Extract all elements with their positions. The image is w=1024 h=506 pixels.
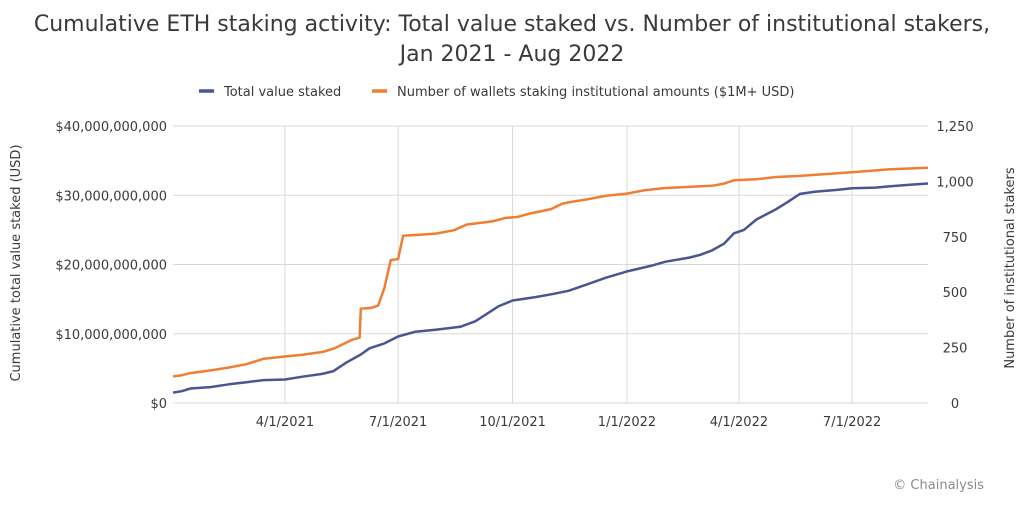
y2-tick-label: 0	[951, 397, 959, 412]
x-tick-label: 4/1/2021	[256, 415, 314, 430]
y-tick-label: $30,000,000,000	[55, 189, 167, 204]
left-axis-ticks: $0 $10,000,000,000 $20,000,000,000 $30,000,…	[55, 120, 167, 412]
x-tick-label: 4/1/2022	[710, 415, 768, 430]
y-tick-label: $20,000,000,000	[55, 259, 167, 274]
series-line-institutional	[172, 166, 929, 378]
legend-label-total-value: Total value staked	[223, 85, 341, 100]
x-tick-label: 7/1/2022	[823, 415, 881, 430]
y-tick-label: $40,000,000,000	[55, 120, 167, 135]
gridlines	[173, 125, 928, 404]
legend-label-institutional: Number of wallets staking institutional …	[397, 85, 795, 100]
y2-tick-label: 500	[943, 286, 968, 301]
chart-title-line1: Cumulative ETH staking activity: Total v…	[33, 12, 991, 37]
y2-axis-title: Number of institutional stakers	[1003, 167, 1018, 369]
y-axis-title: Cumulative total value staked (USD)	[9, 144, 24, 381]
y2-tick-label: 750	[943, 231, 968, 246]
series-line-total-value	[172, 182, 929, 394]
x-tick-label: 7/1/2021	[369, 415, 427, 430]
chart-title-line2: Jan 2021 - Aug 2022	[399, 42, 625, 67]
y-tick-label: $10,000,000,000	[55, 328, 167, 343]
x-axis-ticks: 4/1/2021 7/1/2021 10/1/2021 1/1/2022 4/1/202…	[256, 415, 882, 430]
x-tick-label: 1/1/2022	[598, 415, 656, 430]
y2-tick-label: 250	[943, 342, 968, 357]
y-tick-label: $0	[150, 397, 167, 412]
right-axis-ticks: 0 250 500 750 1,000 1,250	[936, 120, 973, 412]
legend: Total value staked Number of wallets sta…	[199, 85, 795, 100]
x-tick-label: 10/1/2021	[479, 415, 546, 430]
y2-tick-label: 1,000	[936, 175, 973, 190]
source-credit: © Chainalysis	[893, 478, 984, 493]
y2-tick-label: 1,250	[936, 120, 973, 135]
series-lines	[172, 166, 929, 394]
